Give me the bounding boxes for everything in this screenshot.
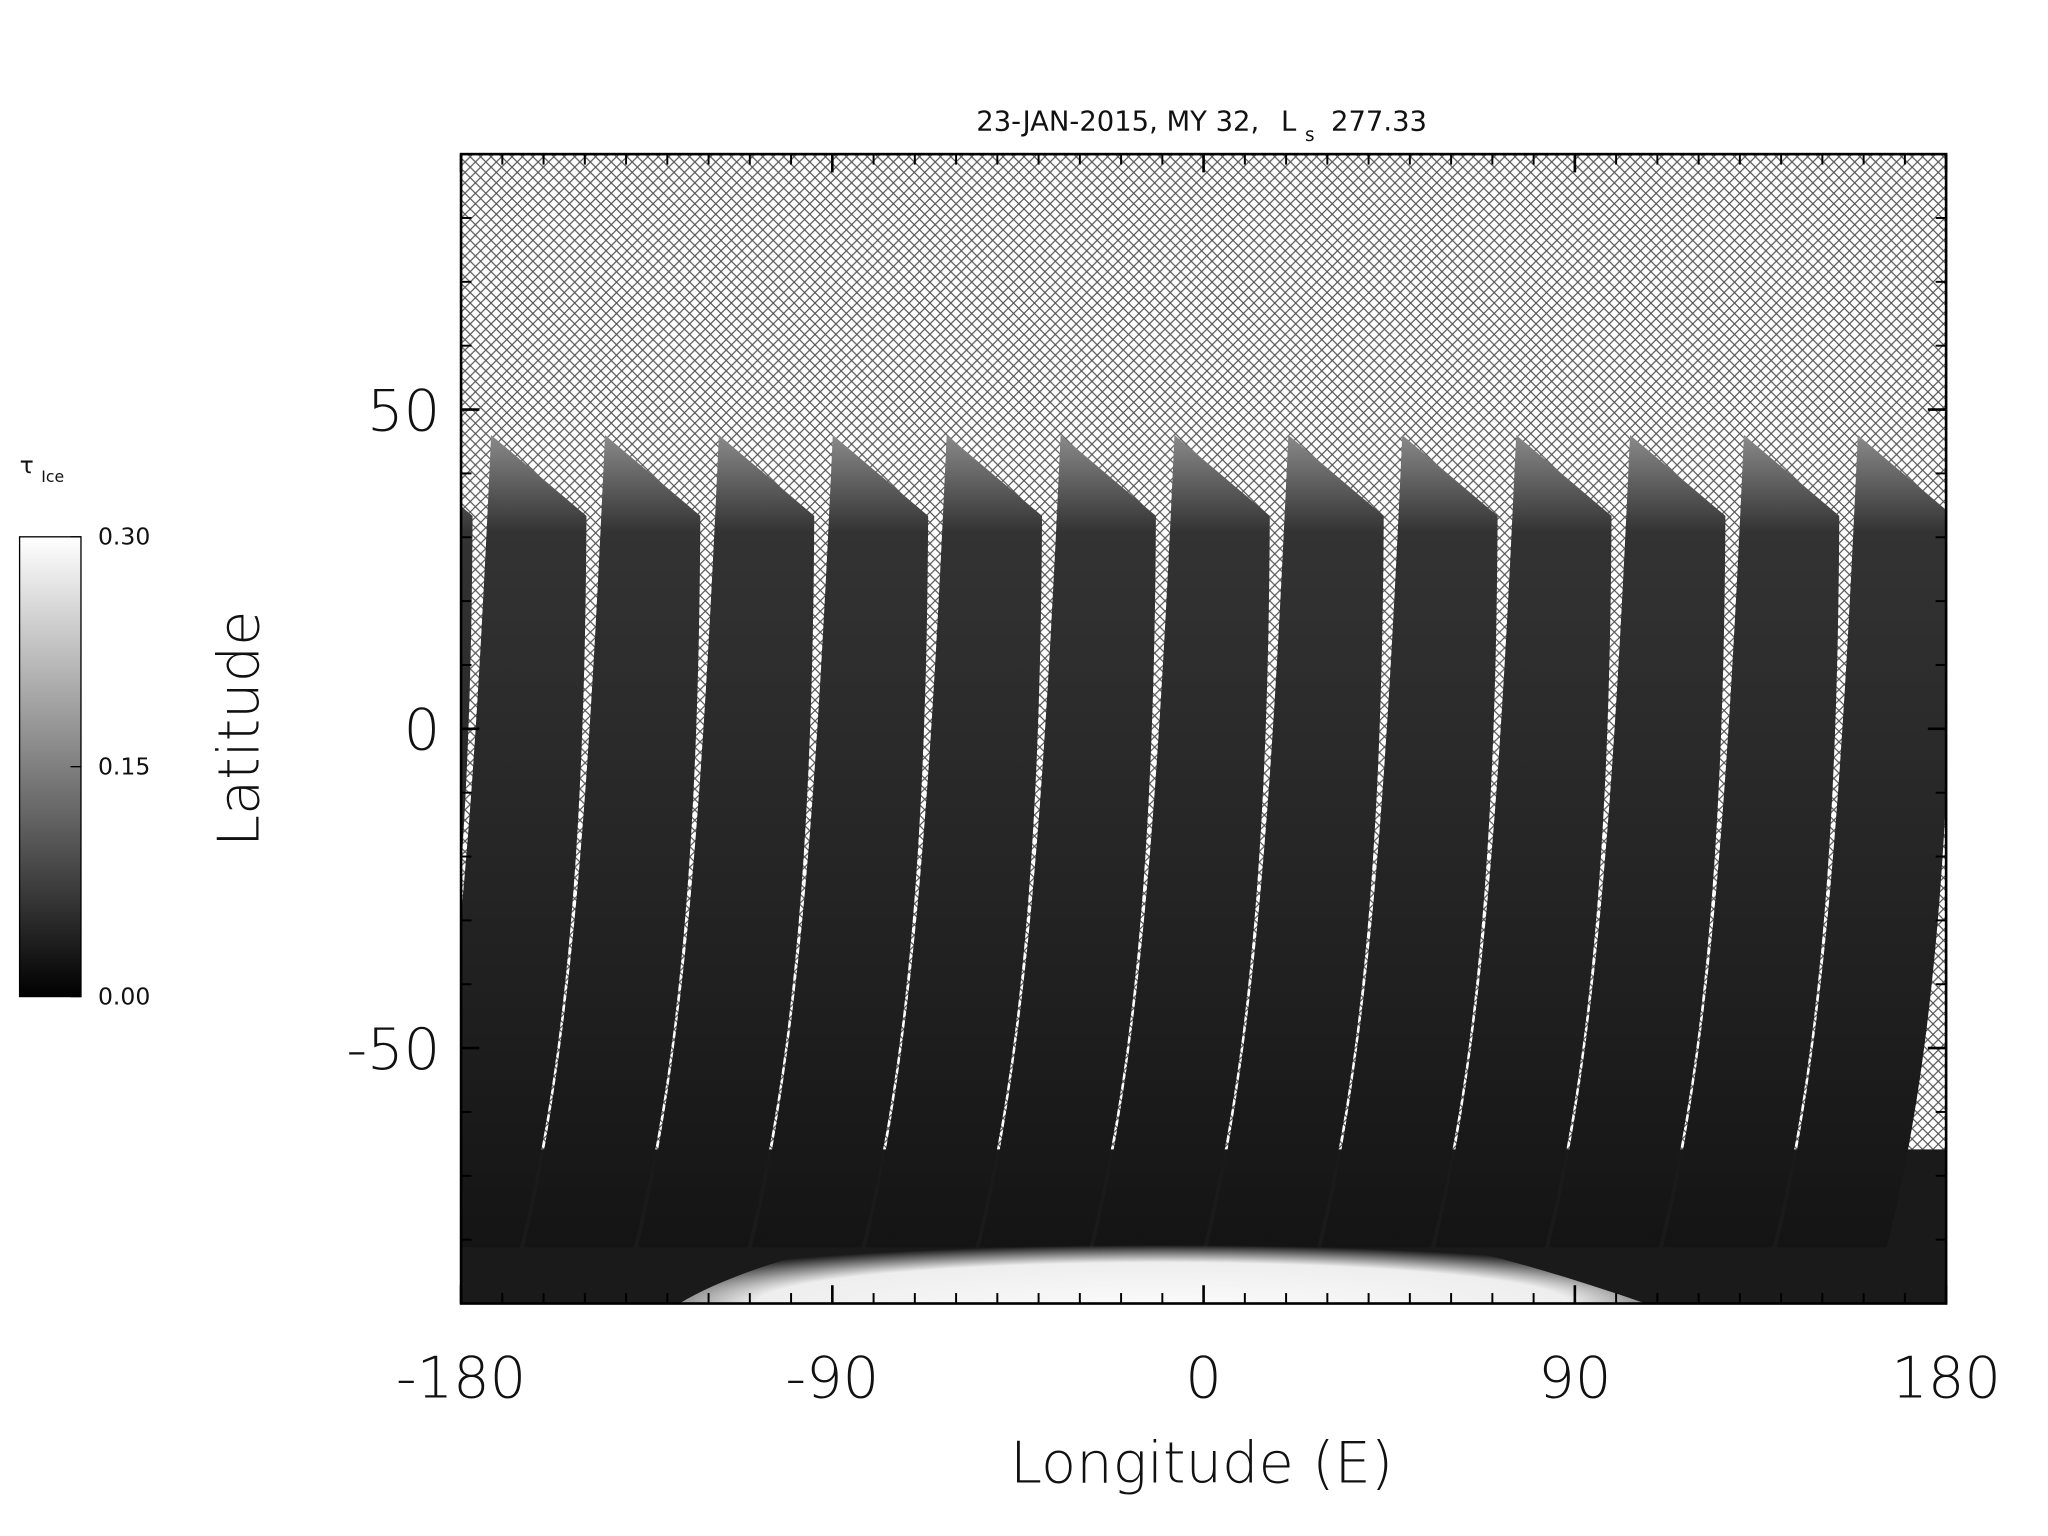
swath bbox=[1207, 434, 1384, 1248]
y-axis-label: Latitude bbox=[206, 611, 273, 847]
chart-title: 23-JAN-2015, MY 32, L s 277.33 bbox=[976, 107, 1427, 148]
colorbar-symbol: τ bbox=[20, 451, 34, 479]
title-text: 23-JAN-2015, MY 32, bbox=[976, 107, 1259, 138]
swath bbox=[637, 434, 815, 1248]
swath bbox=[461, 506, 473, 870]
y-tick-label: 0 bbox=[404, 697, 441, 764]
x-tick-label: -180 bbox=[396, 1345, 526, 1412]
x-tick-label: 0 bbox=[1185, 1345, 1222, 1412]
swath bbox=[751, 434, 929, 1248]
swath bbox=[524, 434, 701, 1248]
x-tick-label: 90 bbox=[1538, 1345, 1611, 1412]
swath bbox=[1776, 434, 1947, 1248]
swath bbox=[461, 434, 587, 1248]
y-tick-label: -50 bbox=[346, 1016, 440, 1083]
swath bbox=[1435, 434, 1612, 1248]
title-ls-sub: s bbox=[1305, 125, 1315, 146]
swath bbox=[1549, 434, 1726, 1248]
swath bbox=[1093, 434, 1270, 1248]
y-tick-label: 50 bbox=[367, 377, 440, 444]
swath bbox=[979, 434, 1156, 1248]
colorbar-label: τ Ice bbox=[20, 451, 65, 486]
swath bbox=[1662, 434, 1840, 1248]
x-tick-label: 180 bbox=[1891, 1345, 2001, 1412]
swaths bbox=[461, 434, 1947, 1304]
colorbar-tick-label: 0.15 bbox=[98, 753, 150, 781]
swath bbox=[865, 434, 1043, 1248]
colorbar-tick-label: 0.00 bbox=[98, 982, 150, 1010]
title-ls: L bbox=[1281, 107, 1297, 138]
colorbar-tick-label: 0.30 bbox=[98, 523, 150, 551]
x-axis-label: Longitude (E) bbox=[1010, 1429, 1393, 1496]
swath bbox=[1321, 434, 1498, 1248]
x-tick-label: -90 bbox=[785, 1345, 879, 1412]
polar-cap bbox=[679, 1205, 1646, 1304]
title-ls-value: 277.33 bbox=[1331, 107, 1427, 138]
colorbar-sub: Ice bbox=[41, 467, 64, 486]
